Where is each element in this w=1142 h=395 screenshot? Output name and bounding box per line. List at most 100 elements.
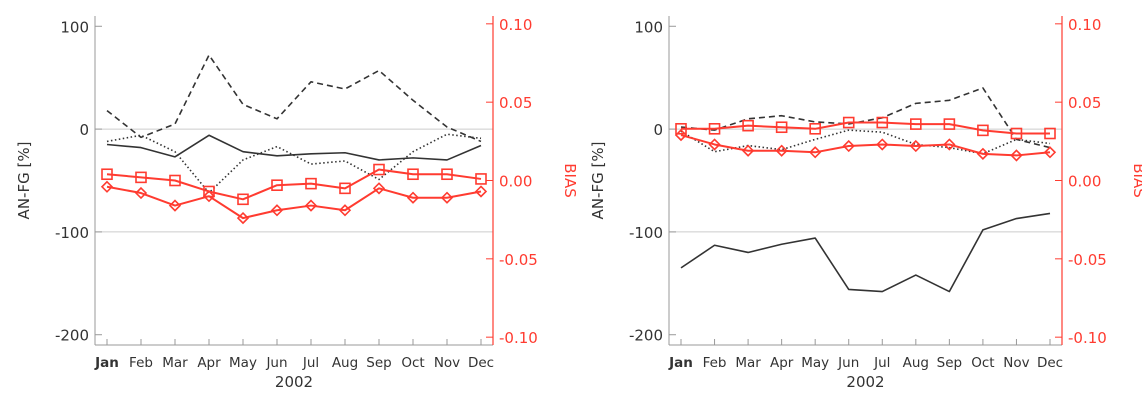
square-marker <box>943 118 956 130</box>
x-tick-label: Sep <box>937 355 962 371</box>
series-line-dashed <box>106 54 482 143</box>
y-tick-label: -100 <box>629 224 663 242</box>
series-line-square <box>681 121 1050 135</box>
x-tick-label: Jan <box>668 355 693 371</box>
y2-tick-label: -0.10 <box>1068 329 1107 347</box>
diamond-marker <box>809 146 822 159</box>
square-marker <box>1010 127 1023 140</box>
diamond-marker <box>270 204 284 217</box>
y2-tick-label: -0.10 <box>499 329 538 347</box>
y2-tick-label: 0.00 <box>1068 173 1101 191</box>
diamond-marker <box>741 144 755 157</box>
x-tick-label: May <box>229 355 257 371</box>
series-line-solid <box>680 212 1051 293</box>
square-marker <box>135 171 147 184</box>
x-tick-label: Apr <box>770 355 794 371</box>
diamond-marker <box>304 199 318 212</box>
x-tick-label: Feb <box>703 355 727 371</box>
y-tick-label: -200 <box>55 327 89 345</box>
series-line-solid <box>106 134 482 161</box>
diamond-marker <box>100 180 114 193</box>
square-marker <box>441 168 453 181</box>
diamond-marker <box>708 138 721 151</box>
square-marker <box>775 121 788 134</box>
square-marker <box>339 182 351 195</box>
series-line-diamond <box>106 185 482 220</box>
x-tick-label: Jun <box>265 355 287 371</box>
x-tick-label: Jul <box>302 355 319 371</box>
x-tick-label: Mar <box>162 355 188 371</box>
square-marker <box>708 123 721 135</box>
square-marker <box>101 168 113 181</box>
diamond-marker <box>842 139 855 153</box>
y2-tick-label: -0.05 <box>1068 251 1107 269</box>
y2-tick-label: 0.10 <box>499 16 532 34</box>
y2-tick-label: -0.05 <box>499 251 538 269</box>
diamond-marker <box>674 128 688 142</box>
x-tick-label: Dec <box>468 355 494 371</box>
y-tick-label: -200 <box>629 327 663 345</box>
square-marker <box>876 116 889 129</box>
square-marker <box>407 168 419 181</box>
square-marker <box>1044 127 1056 140</box>
square-marker <box>169 174 181 187</box>
x-tick-label: Jan <box>94 355 119 371</box>
x-tick-label: Nov <box>434 355 460 371</box>
x-tick-label: Oct <box>971 355 994 371</box>
x-tick-label: Sep <box>366 355 391 371</box>
diamond-marker <box>775 144 788 157</box>
y2-tick-label: 0.00 <box>499 173 532 191</box>
diamond-marker <box>168 199 182 212</box>
x-tick-label: Dec <box>1037 355 1063 371</box>
series-line-diamond <box>680 134 1051 157</box>
square-marker <box>237 193 249 206</box>
square-marker <box>271 179 283 191</box>
x-tick-label: Aug <box>903 355 929 371</box>
x-tick-label: Nov <box>1003 355 1029 371</box>
series-line-dotted <box>680 129 1051 155</box>
diamond-marker <box>876 138 889 151</box>
diamond-marker <box>236 211 250 225</box>
series-line-square <box>106 168 482 201</box>
square-marker <box>910 118 922 130</box>
x-axis-title: 2002 <box>846 373 884 391</box>
diamond-marker <box>406 191 420 204</box>
y-tick-label: 100 <box>60 18 89 36</box>
diamond-marker <box>909 139 922 153</box>
diamond-marker <box>338 204 352 217</box>
y-tick-label: 0 <box>79 121 89 139</box>
square-marker <box>373 163 385 176</box>
square-marker <box>305 177 317 190</box>
diamond-marker <box>976 147 990 160</box>
y2-axis-title: BIAS <box>1130 163 1142 198</box>
y2-axis-title: BIAS <box>561 163 579 198</box>
diamond-marker <box>372 182 386 195</box>
y-tick-label: 0 <box>653 121 663 139</box>
x-tick-label: Jun <box>837 355 859 371</box>
y2-tick-label: 0.05 <box>499 94 532 112</box>
diamond-marker <box>474 185 488 198</box>
y-tick-label: -100 <box>55 224 89 242</box>
x-tick-label: Mar <box>735 355 761 371</box>
y-axis-title: AN-FG [%] <box>589 142 607 220</box>
diamond-marker <box>202 190 216 203</box>
series-line-dashed <box>680 87 1051 149</box>
x-tick-label: Apr <box>197 355 221 371</box>
series-line-dotted <box>106 133 482 194</box>
square-marker <box>742 119 754 132</box>
x-tick-label: Jul <box>873 355 890 371</box>
square-marker <box>842 116 855 129</box>
diamond-marker <box>134 186 148 200</box>
y2-tick-label: 0.05 <box>1068 94 1101 112</box>
y-tick-label: 100 <box>634 18 663 36</box>
square-marker <box>809 123 821 135</box>
x-tick-label: Oct <box>401 355 424 371</box>
y-axis-title: AN-FG [%] <box>15 142 33 220</box>
diamond-marker <box>1010 149 1023 162</box>
left-chart-panel: 100 0 -100 -200 0.10 0.05 0.00 -0.05 -0.10 Jan Feb… <box>15 16 579 391</box>
y2-tick-label: 0.10 <box>1068 16 1101 34</box>
x-tick-label: May <box>801 355 829 371</box>
square-marker <box>977 124 989 137</box>
x-axis-title: 2002 <box>275 373 313 391</box>
